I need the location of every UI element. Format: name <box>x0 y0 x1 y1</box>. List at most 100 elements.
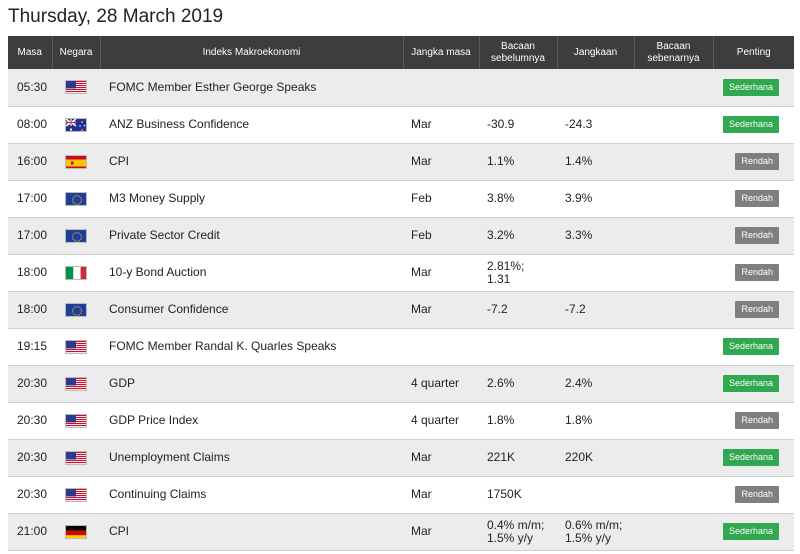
forecast-cell <box>557 254 634 291</box>
importance-badge: Sederhana <box>722 375 779 392</box>
importance-badge: Rendah <box>735 264 779 281</box>
table-row[interactable]: 05:30 FOMC Member Esther George Speaks Sed… <box>8 69 794 106</box>
period-cell <box>403 69 479 106</box>
indicator-cell: Unemployment Claims <box>109 450 230 464</box>
actual-cell <box>634 291 713 328</box>
eu-flag-icon <box>65 302 87 317</box>
time-cell: 18:00 <box>17 265 48 279</box>
forecast-cell: 1.8% <box>557 402 634 439</box>
importance-cell: Sederhana <box>713 513 794 550</box>
indicator-cell: Continuing Claims <box>109 487 207 501</box>
table-row[interactable]: 16:00 CPI Mar 1.1% 1.4% Rendah <box>8 143 794 180</box>
importance-badge: Sederhana <box>722 338 779 355</box>
col-header-forecast: Jangkaan <box>557 36 635 69</box>
importance-cell: Rendah <box>713 180 794 217</box>
importance-cell: Sederhana <box>713 69 794 106</box>
period-cell: 4 quarter <box>411 376 460 390</box>
col-header-indicator: Indeks Makroekonomi <box>100 36 404 69</box>
time-cell: 17:00 <box>17 191 48 205</box>
us-flag-icon <box>65 450 87 465</box>
table-row[interactable]: 18:00 10-y Bond Auction Mar 2.81%; 1.31 Renda… <box>8 254 794 291</box>
forecast-value: -7.2 <box>565 302 586 316</box>
table-row[interactable]: 21:00 CPI Mar 0.4% m/m; 1.5% y/y 0.6% m/m; 1.5… <box>8 513 794 550</box>
previous-value: 0.4% m/m; <box>487 517 545 532</box>
time-cell: 18:00 <box>17 302 48 316</box>
time-cell: 17:00 <box>17 228 48 242</box>
period-cell: Mar <box>411 524 432 538</box>
indicator-cell: M3 Money Supply <box>109 191 206 205</box>
previous-cell: 3.8% <box>479 180 557 217</box>
forecast-value: 3.9% <box>565 191 593 205</box>
table-row[interactable]: 20:30 Continuing Claims Mar 1750K Rendah <box>8 476 794 513</box>
forecast-value: 1.5% y/y <box>565 530 612 545</box>
country-cell <box>52 328 100 365</box>
table-row[interactable]: 19:15 FOMC Member Randal K. Quarles Speak… <box>8 328 794 365</box>
forecast-cell <box>557 328 634 365</box>
time-cell: 05:30 <box>17 79 48 94</box>
time-cell: 08:00 <box>17 117 48 131</box>
period-cell: 4 quarter <box>411 413 460 427</box>
table-row[interactable]: 20:30 GDP 4 quarter 2.6% 2.4% Sederhana <box>8 365 794 402</box>
period-cell: Feb <box>411 228 432 242</box>
previous-value: 1.31 <box>487 271 511 286</box>
importance-cell: Rendah <box>713 476 794 513</box>
previous-cell <box>479 328 557 365</box>
forecast-cell: 3.9% <box>557 180 634 217</box>
us-flag-icon <box>65 413 87 428</box>
indicator-cell: FOMC Member Esther George Speaks <box>109 79 317 94</box>
time-cell: 21:00 <box>17 524 48 538</box>
forecast-value: 2.4% <box>565 376 593 390</box>
indicator-cell: FOMC Member Randal K. Quarles Speaks <box>109 339 337 353</box>
previous-cell: -7.2 <box>479 291 557 328</box>
period-cell: Feb <box>411 191 432 205</box>
indicator-cell: Private Sector Credit <box>109 228 220 242</box>
actual-cell <box>634 365 713 402</box>
forecast-value: 1.8% <box>565 413 593 427</box>
country-cell <box>52 254 100 291</box>
country-cell <box>52 106 100 143</box>
table-row[interactable]: 20:30 Unemployment Claims Mar 221K 220K Seder… <box>8 439 794 476</box>
forecast-cell: 2.4% <box>557 365 634 402</box>
previous-value: 3.2% <box>487 228 515 242</box>
forecast-value: 1.4% <box>565 154 593 168</box>
importance-cell: Rendah <box>713 217 794 254</box>
forecast-cell <box>557 476 634 513</box>
actual-cell <box>634 106 713 143</box>
indicator-cell: CPI <box>109 154 130 168</box>
forecast-value: -24.3 <box>565 117 593 131</box>
eu-flag-icon <box>65 191 87 206</box>
previous-value: 221K <box>487 450 516 464</box>
col-header-actual-line2: sebenarnya <box>647 52 700 64</box>
actual-cell <box>634 439 713 476</box>
indicator-cell: CPI <box>109 524 130 538</box>
forecast-value: 3.3% <box>565 228 593 242</box>
country-cell <box>52 217 100 254</box>
country-cell <box>52 291 100 328</box>
indicator-cell: ANZ Business Confidence <box>109 117 250 131</box>
importance-badge: Rendah <box>735 486 779 503</box>
importance-badge: Sederhana <box>722 78 779 96</box>
period-cell: Mar <box>411 302 432 316</box>
actual-cell <box>634 513 713 550</box>
table-row[interactable]: 17:00 M3 Money Supply Feb 3.8% 3.9% Rendah <box>8 180 794 217</box>
previous-cell <box>479 69 557 106</box>
previous-value: -30.9 <box>487 117 515 131</box>
col-header-country: Negara <box>52 36 101 69</box>
importance-cell: Sederhana <box>713 328 794 365</box>
forecast-value: 220K <box>565 450 594 464</box>
importance-badge: Rendah <box>735 301 779 318</box>
table-row[interactable]: 08:00 ANZ Business Confidence Mar -30.9 -24.… <box>8 106 794 143</box>
table-row[interactable]: 18:00 Consumer Confidence Mar -7.2 -7.2 Renda… <box>8 291 794 328</box>
indicator-cell: 10-y Bond Auction <box>109 265 207 279</box>
table-row[interactable]: 17:00 Private Sector Credit Feb 3.2% 3.3% Ren… <box>8 217 794 254</box>
table-row[interactable]: 20:30 GDP Price Index 4 quarter 1.8% 1.8% Ren… <box>8 402 794 439</box>
importance-badge: Sederhana <box>722 449 779 466</box>
actual-cell <box>634 217 713 254</box>
country-cell <box>52 476 100 513</box>
forecast-cell: 0.6% m/m; 1.5% y/y <box>557 513 634 550</box>
previous-value: 1.5% y/y <box>487 530 534 545</box>
period-cell: Mar <box>411 450 432 464</box>
country-cell <box>52 180 100 217</box>
importance-cell: Sederhana <box>713 106 794 143</box>
indicator-cell: GDP <box>109 376 136 390</box>
